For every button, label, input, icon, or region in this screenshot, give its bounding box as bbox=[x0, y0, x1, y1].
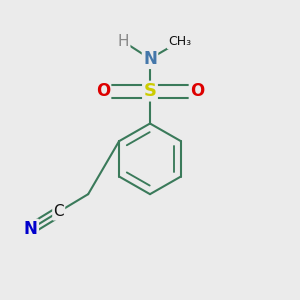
Text: C: C bbox=[53, 204, 64, 219]
Text: O: O bbox=[96, 82, 110, 100]
Text: N: N bbox=[24, 220, 38, 238]
Text: H: H bbox=[118, 34, 129, 49]
Text: O: O bbox=[190, 82, 204, 100]
Text: CH₃: CH₃ bbox=[168, 35, 191, 48]
Text: S: S bbox=[143, 82, 157, 100]
Text: N: N bbox=[143, 50, 157, 68]
